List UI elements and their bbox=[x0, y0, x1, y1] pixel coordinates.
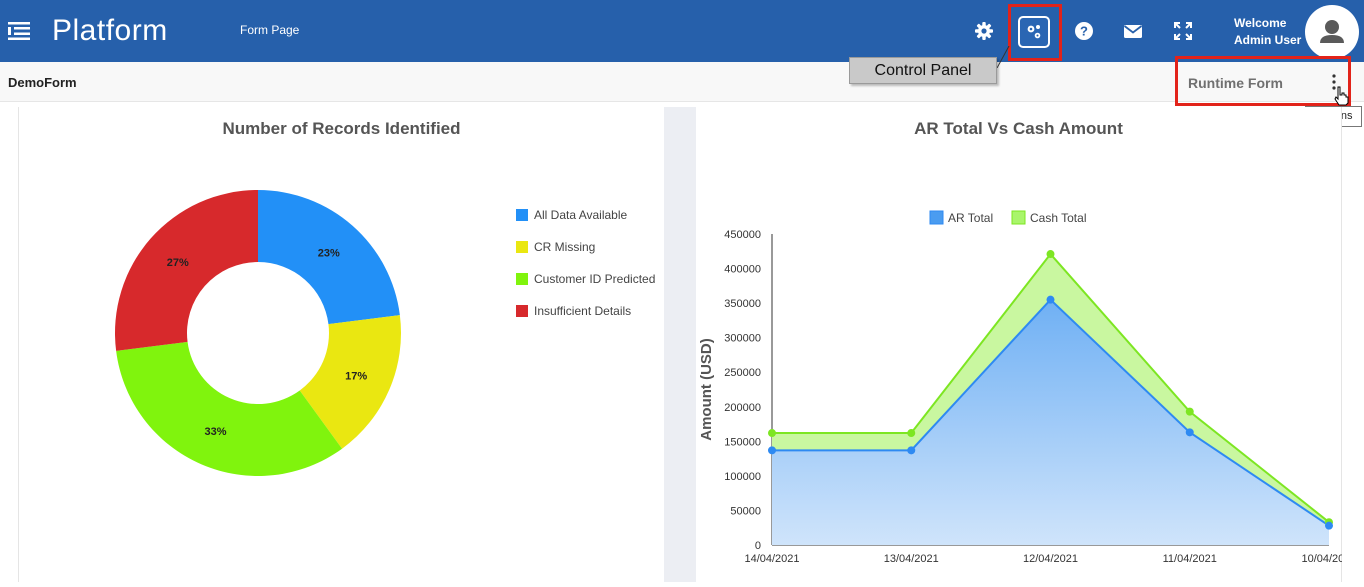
y-tick-label: 100000 bbox=[724, 471, 761, 483]
legend-swatch[interactable] bbox=[516, 273, 528, 285]
legend-label[interactable]: Cash Total bbox=[1030, 211, 1086, 225]
welcome-line: Welcome bbox=[1234, 16, 1287, 30]
y-tick-label: 350000 bbox=[724, 298, 761, 310]
form-header-bar: DemoForm bbox=[0, 62, 1364, 102]
legend-swatch[interactable] bbox=[929, 210, 944, 225]
chart-title: Number of Records Identified bbox=[222, 119, 461, 138]
control-panel-icon[interactable] bbox=[1023, 21, 1045, 43]
control-panel-highlight bbox=[1008, 4, 1062, 61]
x-tick-label: 10/04/2021 bbox=[1301, 553, 1342, 565]
pie-slice[interactable] bbox=[258, 190, 400, 325]
area-chart: 0 50000 100000 150000 200000 250000 300000 3500… bbox=[698, 210, 1357, 565]
hand-cursor-icon bbox=[1334, 86, 1349, 106]
x-tick-label: 14/04/2021 bbox=[744, 553, 799, 565]
mail-icon[interactable] bbox=[1122, 20, 1144, 42]
runtime-form-label[interactable]: Runtime Form bbox=[1188, 75, 1283, 91]
form-page-link[interactable]: Form Page bbox=[240, 23, 300, 37]
x-tick-label: 13/04/2021 bbox=[884, 553, 939, 565]
y-tick-label: 150000 bbox=[724, 436, 761, 448]
help-icon[interactable]: ? bbox=[1073, 20, 1095, 42]
legend-swatch[interactable] bbox=[516, 241, 528, 253]
tooltip-pointer bbox=[997, 46, 1010, 68]
cash-total-point[interactable] bbox=[768, 429, 776, 438]
cash-total-point[interactable] bbox=[1046, 250, 1055, 259]
top-bar: Platform Form Page ? bbox=[0, 0, 1364, 62]
legend-label[interactable]: All Data Available bbox=[534, 208, 627, 222]
avatar[interactable] bbox=[1305, 5, 1359, 59]
fullscreen-icon[interactable] bbox=[1172, 20, 1194, 42]
pie-slice[interactable] bbox=[116, 341, 343, 476]
y-tick-label: 300000 bbox=[724, 333, 761, 345]
y-tick-label: 50000 bbox=[730, 505, 761, 517]
ar-total-point[interactable] bbox=[1185, 428, 1194, 437]
panel-gap bbox=[664, 107, 696, 582]
runtime-form-highlight bbox=[1175, 56, 1351, 106]
user-avatar-icon bbox=[1320, 20, 1344, 43]
legend-label[interactable]: Insufficient Details bbox=[534, 304, 631, 318]
y-tick-label: 400000 bbox=[724, 264, 761, 276]
ar-cash-chart-panel: AR Total Vs Cash Amount 0 50000 100000 1500… bbox=[696, 107, 1357, 582]
y-tick-label: 250000 bbox=[724, 367, 761, 379]
slice-label: 17% bbox=[345, 370, 367, 382]
legend-swatch[interactable] bbox=[516, 305, 528, 317]
legend-swatch[interactable] bbox=[516, 209, 528, 221]
y-tick-label: 200000 bbox=[724, 402, 761, 414]
pie-slice[interactable] bbox=[299, 315, 401, 449]
ar-total-point[interactable] bbox=[1046, 295, 1055, 304]
ar-total-point[interactable] bbox=[1325, 521, 1333, 530]
legend-label[interactable]: CR Missing bbox=[534, 240, 595, 254]
y-tick-label: 450000 bbox=[724, 229, 761, 241]
slice-label: 27% bbox=[167, 257, 189, 269]
options-kebab-icon[interactable] bbox=[1326, 72, 1342, 92]
y-axis-label: Amount (USD) bbox=[698, 338, 715, 440]
cash-total-point[interactable] bbox=[1185, 407, 1194, 416]
svg-text:?: ? bbox=[1080, 24, 1088, 39]
chart-title: AR Total Vs Cash Amount bbox=[914, 119, 1123, 138]
legend-label[interactable]: AR Total bbox=[948, 211, 993, 225]
legend-swatch[interactable] bbox=[1011, 210, 1026, 225]
legend-label[interactable]: Customer ID Predicted bbox=[534, 272, 655, 286]
cash-total-point[interactable] bbox=[907, 429, 916, 438]
control-panel-tooltip: Control Panel bbox=[849, 57, 997, 84]
user-name: Admin User bbox=[1234, 33, 1302, 47]
welcome-text: Welcome Admin User bbox=[1234, 15, 1301, 49]
form-title: DemoForm bbox=[8, 75, 77, 90]
records-chart-panel: Number of Records Identified 23% 17% 33% 27… bbox=[18, 107, 664, 582]
x-tick-label: 11/04/2021 bbox=[1163, 553, 1217, 565]
ar-total-point[interactable] bbox=[768, 446, 776, 455]
pie-slice[interactable] bbox=[114, 190, 258, 351]
menu-icon[interactable] bbox=[8, 21, 30, 41]
ar-total-area bbox=[772, 299, 1329, 545]
donut-chart: 23% 17% 33% 27% All Data Available CR Missing… bbox=[114, 190, 655, 476]
y-tick-label: 0 bbox=[755, 540, 761, 552]
x-tick-label: 12/04/2021 bbox=[1023, 553, 1078, 565]
control-panel-button[interactable] bbox=[1018, 16, 1050, 48]
brand-logo: Platform bbox=[52, 14, 168, 47]
slice-label: 23% bbox=[318, 248, 340, 260]
slice-label: 33% bbox=[204, 426, 226, 438]
gear-icon[interactable] bbox=[973, 20, 995, 42]
ar-total-point[interactable] bbox=[907, 446, 916, 455]
